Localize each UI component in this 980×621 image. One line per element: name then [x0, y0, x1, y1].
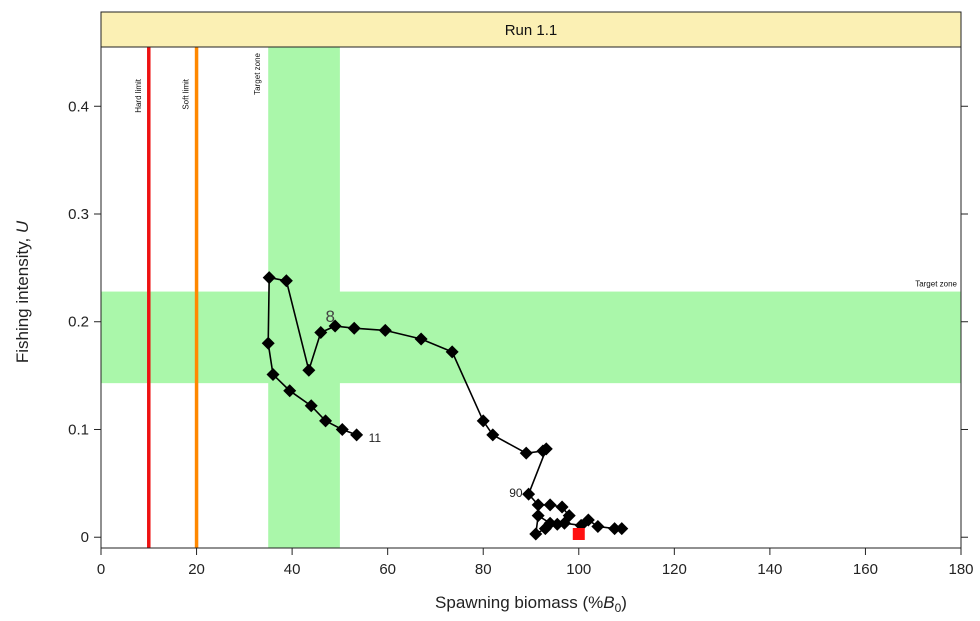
trajectory-point	[335, 422, 349, 436]
trajectory-point	[314, 326, 328, 340]
trajectory-point	[543, 498, 557, 512]
trajectory-point	[591, 519, 605, 533]
target-zone-vertical-label: Target zone	[253, 52, 262, 94]
trajectory-point	[608, 522, 622, 536]
reference-line-label: Hard limit	[134, 78, 143, 113]
trajectory-point	[279, 274, 293, 288]
y-tick-label: 0.3	[68, 206, 89, 223]
x-axis-title-symbol: B	[603, 593, 614, 612]
trajectory-point	[557, 516, 571, 530]
trajectory-point	[445, 345, 459, 359]
annotation-label: 8	[326, 307, 335, 326]
target-zones: Target zone Target zone	[101, 47, 961, 548]
x-axis-title: Spawning biomass (%B0)	[435, 593, 627, 615]
target-zone-horizontal-label: Target zone	[915, 280, 957, 289]
target-zone-horizontal	[101, 291, 961, 384]
trajectory-point	[328, 319, 342, 333]
trajectory-point	[539, 442, 553, 456]
x-tick-label: 60	[379, 561, 396, 578]
trajectory-point	[522, 487, 536, 501]
x-tick-label: 80	[475, 561, 492, 578]
y-tick-label: 0	[81, 529, 89, 546]
y-tick-label: 0.4	[68, 98, 89, 115]
point-label: 90	[509, 486, 523, 500]
trajectory-point	[350, 428, 364, 442]
trajectory-point	[378, 323, 392, 337]
x-axis-title-text: Spawning biomass (%	[435, 593, 603, 612]
axes: 0 20 40 60 80 100 120 140 160 180 0 0.1 0.2 0.3 0.4	[68, 98, 973, 578]
x-tick-label: 160	[853, 561, 878, 578]
x-axis-title-suffix: )	[621, 593, 627, 612]
x-axis-title-subscript: 0	[615, 601, 622, 615]
trajectory-point	[581, 513, 595, 527]
x-tick-label: 140	[757, 561, 782, 578]
y-axis-title-text: Fishing intensity,	[13, 233, 32, 363]
trajectory-point	[283, 384, 297, 398]
y-tick-label: 0.2	[68, 314, 89, 331]
title-strip	[100, 11, 962, 48]
y-axis-title-symbol: U	[13, 220, 32, 233]
trajectory-point	[262, 271, 276, 285]
x-tick-label: 20	[188, 561, 205, 578]
x-tick-label: 40	[284, 561, 301, 578]
reference-lines: Hard limit Soft limit	[134, 47, 199, 548]
trajectory-point	[531, 498, 545, 512]
trajectory-point	[266, 368, 280, 382]
trajectory-point	[555, 500, 569, 514]
trajectory-point	[476, 414, 490, 428]
trajectory-point	[302, 363, 316, 377]
trajectory-point	[519, 446, 533, 460]
trajectory-point	[414, 332, 428, 346]
y-tick-label: 0.1	[68, 421, 89, 438]
x-tick-label: 100	[566, 561, 591, 578]
y-axis-title: Fishing intensity, U	[13, 220, 32, 363]
trajectory-point	[529, 527, 543, 541]
trajectory: 11 90 8	[261, 271, 629, 541]
x-tick-label: 120	[662, 561, 687, 578]
trajectory-point	[319, 414, 333, 428]
trajectory-point	[347, 321, 361, 335]
trajectory-point	[486, 428, 500, 442]
x-tick-label: 180	[948, 561, 973, 578]
current-point	[572, 527, 585, 540]
trajectory-point	[615, 522, 629, 536]
reference-line-label: Soft limit	[182, 78, 191, 109]
point-label: 11	[369, 431, 382, 445]
x-tick-label: 0	[97, 561, 105, 578]
trajectory-point	[531, 509, 545, 523]
trajectory-point	[304, 399, 318, 413]
trajectory-point	[543, 516, 557, 530]
chart-title: Run 1.1	[505, 22, 558, 39]
trajectory-point	[261, 336, 275, 350]
